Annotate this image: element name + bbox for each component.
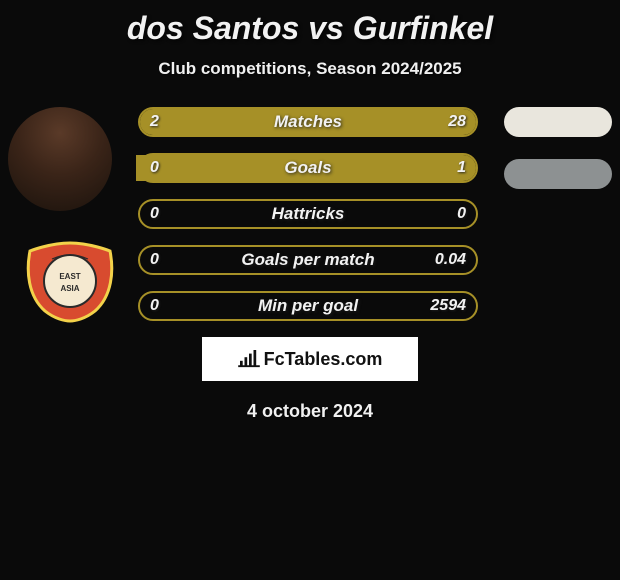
comparison-card: dos Santos vs Gurfinkel Club competition… xyxy=(0,0,620,432)
footer-date: 4 october 2024 xyxy=(0,401,620,422)
stat-value-right: 2594 xyxy=(430,297,466,315)
stat-value-right: 1 xyxy=(457,159,466,177)
footer-logo-text: FcTables.com xyxy=(264,349,383,370)
page-title: dos Santos vs Gurfinkel xyxy=(0,10,620,47)
stat-row: 0 Goals 1 xyxy=(138,153,478,183)
club-badge: EAST ASIA xyxy=(20,241,120,323)
stat-bars: 2 Matches 28 0 Goals 1 0 Hattricks 0 0 Goals per m… xyxy=(138,107,594,321)
stat-row: 2 Matches 28 xyxy=(138,107,478,137)
player-pill xyxy=(504,159,612,189)
stat-value-right: 28 xyxy=(448,113,466,131)
subtitle: Club competitions, Season 2024/2025 xyxy=(0,59,620,79)
player-avatar xyxy=(8,107,112,211)
chart-icon xyxy=(238,350,260,368)
stat-value-left: 0 xyxy=(150,159,159,177)
svg-text:ASIA: ASIA xyxy=(60,284,79,293)
stat-value-left: 0 xyxy=(150,297,159,315)
stat-label: Hattricks xyxy=(272,204,345,224)
stat-value-left: 2 xyxy=(150,113,159,131)
svg-text:EAST: EAST xyxy=(59,272,80,281)
bar-fill-left xyxy=(140,109,188,135)
stat-row: 0 Min per goal 2594 xyxy=(138,291,478,321)
stat-row: 0 Hattricks 0 xyxy=(138,199,478,229)
stat-label: Goals per match xyxy=(241,250,374,270)
stats-area: EAST ASIA 2 Matches 28 0 Goals 1 0 Hattricks 0 0 G… xyxy=(0,107,620,321)
stat-value-left: 0 xyxy=(150,205,159,223)
stat-row: 0 Goals per match 0.04 xyxy=(138,245,478,275)
stat-label: Matches xyxy=(274,112,342,132)
stat-value-right: 0 xyxy=(457,205,466,223)
stat-label: Min per goal xyxy=(258,296,358,316)
stat-value-left: 0 xyxy=(150,251,159,269)
badge-icon: EAST ASIA xyxy=(20,241,120,323)
stat-value-right: 0.04 xyxy=(435,251,466,269)
footer-logo: FcTables.com xyxy=(202,337,418,381)
player-pill xyxy=(504,107,612,137)
stat-label: Goals xyxy=(284,158,331,178)
